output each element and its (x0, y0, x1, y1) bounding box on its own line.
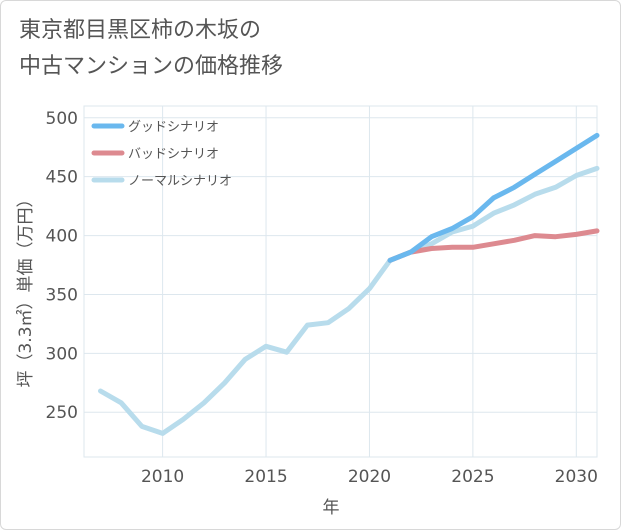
legend-label-1: グッドシナリオ (128, 120, 219, 135)
plot-area-border (83, 105, 598, 458)
x-axis-title: 年 (323, 498, 340, 518)
y-tick-label: 300 (46, 344, 78, 364)
series-line-3 (98, 165, 600, 436)
grid (83, 105, 598, 458)
y-axis-title: 坪（3.3㎡）単価（万円） (16, 190, 36, 387)
legend-label-3: ノーマルシナリオ (128, 174, 232, 189)
y-tick-label: 250 (46, 403, 78, 423)
x-tick-label: 2025 (451, 467, 494, 487)
y-tick-label: 450 (46, 168, 78, 188)
x-tick-label: 2030 (555, 467, 598, 487)
chart-title-line-2: 中古マンションの価格推移 (19, 54, 284, 79)
series-line-1 (387, 132, 600, 263)
tick-labels: 250 300 350 400 450 500 2010 2015 2020 2025 2030 (46, 109, 598, 487)
y-tick-label: 500 (46, 109, 78, 129)
legend-label-2: バッドシナリオ (128, 147, 219, 162)
chart-title-line-1: 東京都目黒区柿の木坂の (19, 18, 262, 43)
y-tick-label: 400 (46, 227, 78, 247)
x-tick-label: 2010 (141, 467, 184, 487)
series-layer (98, 132, 600, 436)
y-tick-label: 350 (46, 285, 78, 305)
chart-title: 東京都目黒区柿の木坂の 中古マンションの価格推移 (19, 13, 283, 85)
series-line-2 (387, 228, 600, 263)
x-tick-label: 2015 (244, 467, 287, 487)
x-tick-label: 2020 (348, 467, 391, 487)
